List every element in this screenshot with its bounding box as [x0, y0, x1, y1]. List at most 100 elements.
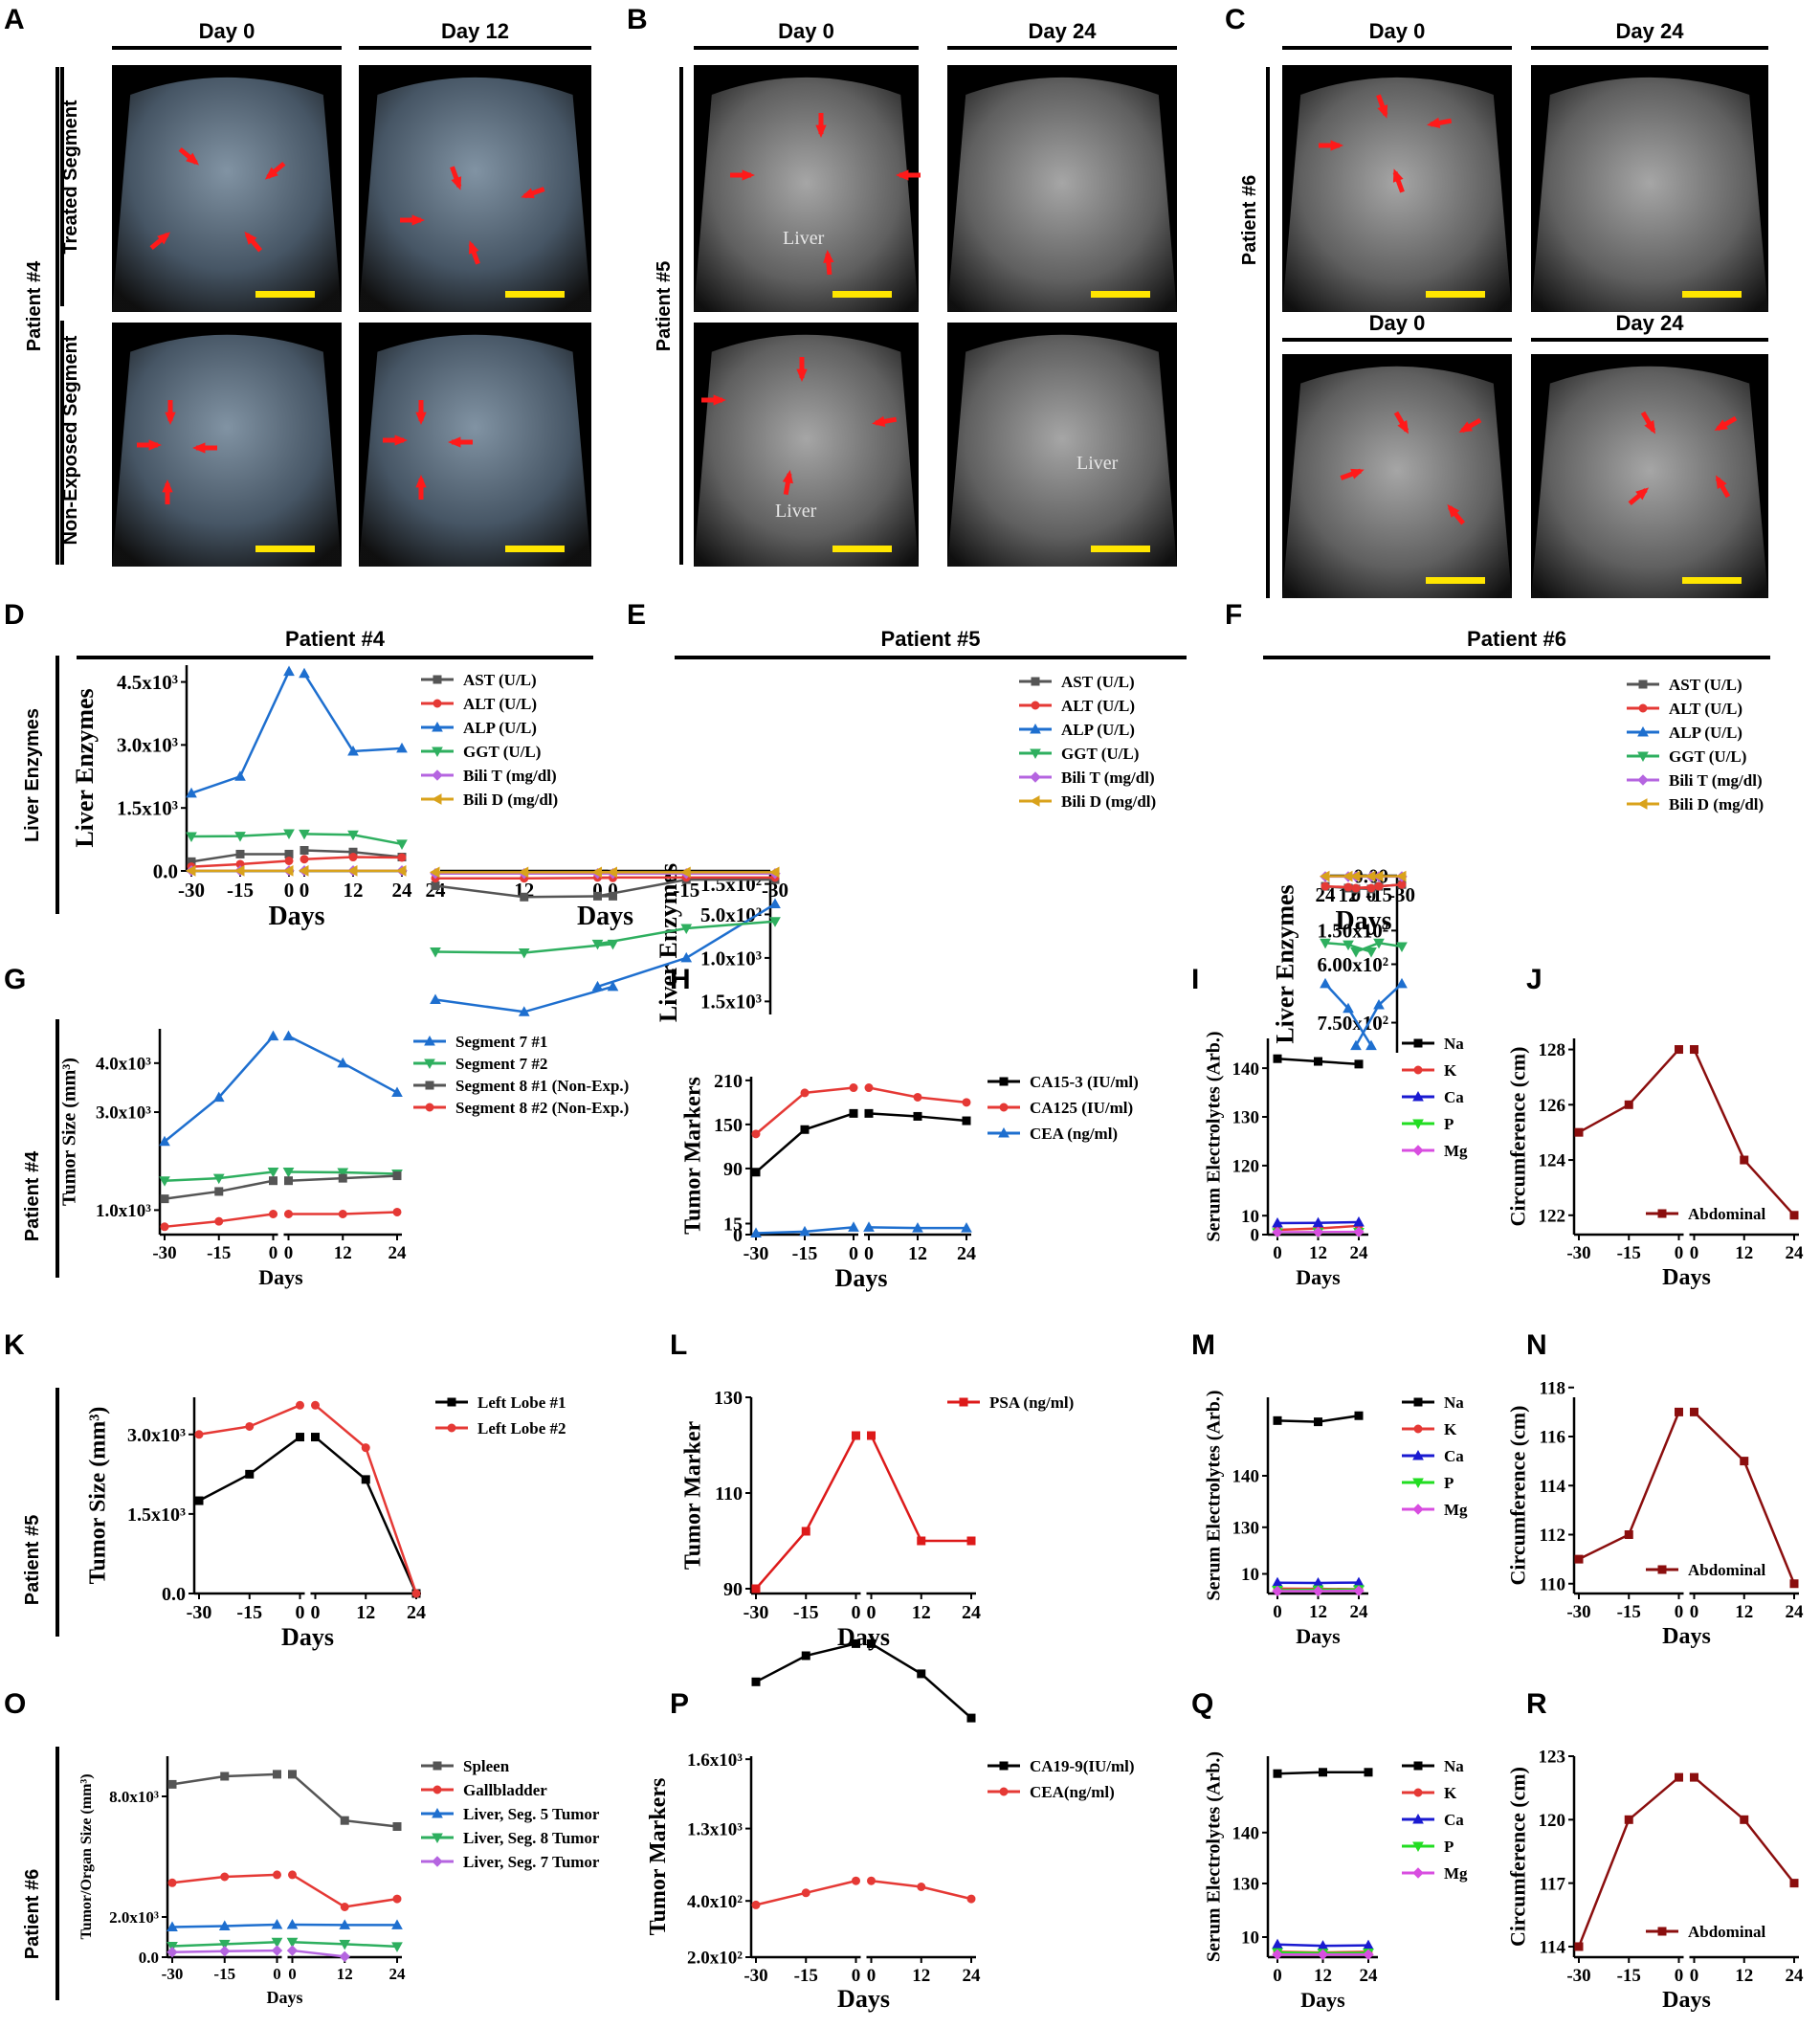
- x-tick-label: -30: [187, 1602, 212, 1623]
- x-tick-label: 24: [389, 1965, 407, 1983]
- data-point: [800, 1125, 810, 1134]
- data-point: [1363, 1949, 1374, 1960]
- chart-P: P -30 -15 0 0 12 24 2.0x10² 4.0x10² 1.3x10³ 1.6x10…: [646, 1638, 1135, 2013]
- data-point: [1272, 1226, 1283, 1238]
- data-point: [518, 1006, 530, 1016]
- data-point: [799, 1225, 810, 1237]
- data-point: [167, 1878, 177, 1887]
- data-point: [288, 1770, 297, 1779]
- legend-entry: Gallbladder: [421, 1781, 547, 1799]
- data-point: [1273, 1769, 1282, 1778]
- legend-entry: Segment 8 #2 (Non-Exp.): [413, 1099, 629, 1117]
- legend-entry: Segment 7 #1: [413, 1033, 547, 1051]
- y-tick-label: 1.5x10³: [117, 797, 178, 820]
- series-line: [1693, 1776, 1795, 1884]
- data-point: [867, 1431, 876, 1440]
- scale-bar: [255, 546, 315, 552]
- series-ca125-iu-ml-: [751, 1083, 971, 1139]
- svg-text:Day 0: Day 0: [1369, 311, 1426, 335]
- scale-bar: [505, 546, 565, 552]
- series-bili-d-mg-dl-: [185, 865, 407, 877]
- x-tick-label: -30: [178, 879, 205, 902]
- y-tick-label: 140: [1232, 1467, 1260, 1487]
- data-point: [392, 1822, 402, 1831]
- legend-label: ALT (U/L): [463, 695, 537, 713]
- x-tick-label: 12: [356, 1602, 375, 1623]
- legend-entry: CEA(ng/ml): [988, 1783, 1115, 1801]
- legend-entry: ALT (U/L): [421, 695, 537, 713]
- legend-label: Left Lobe #1: [477, 1393, 566, 1412]
- us-C-day24-b: [1531, 354, 1768, 598]
- data-point: [680, 951, 693, 963]
- x-tick-label: -30: [1566, 1602, 1590, 1622]
- data-point: [607, 980, 619, 992]
- x-tick-label: 0: [300, 879, 310, 902]
- chart-R: R -30 -15 0 0 12 24 114 117 120 123 Days Circumferen…: [1506, 1688, 1804, 2013]
- data-point: [282, 1030, 295, 1041]
- data-point: [966, 1713, 976, 1723]
- data-point: [411, 1589, 421, 1598]
- panel-label-H: H: [670, 964, 691, 995]
- y-tick-label: 114: [1540, 1477, 1566, 1497]
- us-B-day24: [947, 65, 1177, 313]
- data-point: [219, 1945, 231, 1957]
- x-tick-label: 24: [962, 1602, 981, 1623]
- y-tick-label: 90: [723, 1579, 743, 1600]
- panel-label-J: J: [1526, 964, 1543, 995]
- panel-label-A: A: [4, 4, 25, 35]
- data-point: [269, 1210, 277, 1218]
- series-mg: [1272, 1585, 1365, 1597]
- x-tick-label: -30: [162, 1965, 184, 1983]
- data-point: [800, 1088, 810, 1098]
- legend-entry: ALP (U/L): [1627, 724, 1742, 742]
- data-point: [848, 1221, 859, 1232]
- y-axis-label: Circumference (cm): [1506, 1047, 1530, 1227]
- data-point: [429, 866, 440, 879]
- data-point: [235, 849, 245, 858]
- y-tick-label: 1.5x10³: [700, 991, 762, 1014]
- svg-text:Day 0: Day 0: [199, 19, 255, 43]
- y-axis-label: Tumor Marker: [680, 1420, 705, 1570]
- x-tick-label: 0: [592, 879, 603, 902]
- data-point: [273, 1870, 281, 1880]
- data-point: [518, 947, 530, 959]
- x-axis-label: Days: [1296, 1624, 1341, 1648]
- y-tick-label: 117: [1540, 1874, 1566, 1894]
- x-axis-label: Days: [1335, 906, 1391, 936]
- data-point: [214, 1187, 224, 1196]
- legend-label: Liver, Seg. 7 Tumor: [463, 1853, 600, 1871]
- legend-entry: P: [1402, 1474, 1454, 1492]
- legend-entry: Segment 8 #1 (Non-Exp.): [413, 1077, 629, 1095]
- legend-entry: Spleen: [421, 1757, 510, 1775]
- data-point: [339, 1919, 351, 1929]
- legend-entry: K: [1402, 1061, 1457, 1080]
- scale-bar: [505, 291, 565, 298]
- legend-entry: Bili D (mg/dl): [1627, 795, 1764, 813]
- legend-marker: [432, 747, 443, 758]
- data-point: [1350, 947, 1362, 958]
- svg-text:Day 0: Day 0: [778, 19, 834, 43]
- x-tick-label: 12: [1735, 1243, 1753, 1263]
- us-C-day24: [1531, 65, 1768, 313]
- data-point: [337, 1168, 349, 1179]
- x-tick-label: 12: [1309, 1243, 1327, 1263]
- data-point: [347, 745, 359, 756]
- x-tick-label: 0: [288, 1965, 297, 1983]
- x-tick-label: 12: [344, 879, 364, 902]
- legend-entry: Na: [1402, 1035, 1464, 1053]
- y-tick-label: 6.00x10²: [1317, 953, 1388, 976]
- x-tick-label: 12: [337, 1965, 353, 1983]
- data-point: [751, 1584, 761, 1593]
- data-point: [680, 924, 693, 935]
- y-tick-label: 0: [1251, 1226, 1260, 1246]
- legend-entry: Ca: [1402, 1088, 1464, 1106]
- legend-label: CA19-9(IU/ml): [1030, 1757, 1135, 1775]
- legend-marker: [1031, 677, 1040, 686]
- legend-marker: [432, 1833, 443, 1844]
- data-point: [913, 1111, 922, 1121]
- data-point: [160, 1222, 169, 1232]
- legend-entry: CA125 (IU/ml): [988, 1099, 1133, 1117]
- legend-entry: Mg: [1402, 1142, 1468, 1160]
- y-tick-label: 128: [1539, 1040, 1566, 1060]
- series-line: [291, 1873, 398, 1908]
